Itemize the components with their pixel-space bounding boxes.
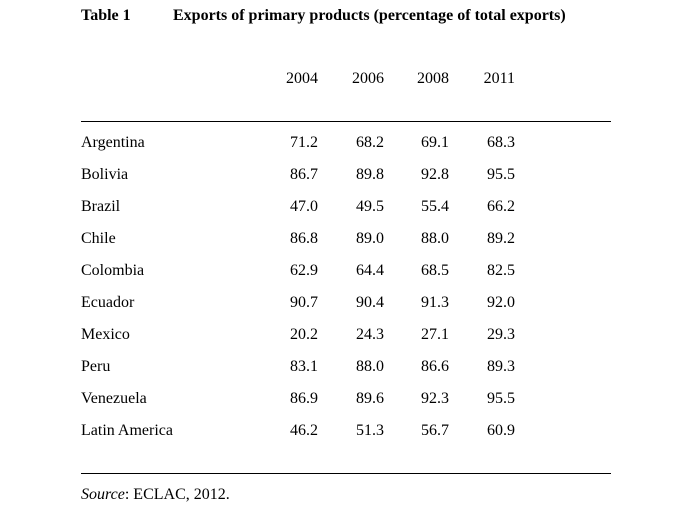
table-cell: 68.5 <box>421 262 449 279</box>
table-cell: 64.4 <box>356 262 384 279</box>
table-cell: 68.2 <box>356 134 384 151</box>
table-row: Mexico 20.2 24.3 27.1 29.3 <box>0 326 681 346</box>
row-label: Bolivia <box>81 166 129 183</box>
table-cell: 88.0 <box>421 230 449 247</box>
column-header: 2011 <box>483 70 515 87</box>
table-caption: Exports of primary products (percentage … <box>173 7 566 24</box>
table-cell: 89.0 <box>356 230 384 247</box>
table-cell: 86.9 <box>290 390 318 407</box>
table-cell: 56.7 <box>421 422 449 439</box>
table-cell: 86.6 <box>421 358 449 375</box>
table-cell: 88.0 <box>356 358 384 375</box>
table-cell: 83.1 <box>290 358 318 375</box>
table-cell: 92.3 <box>421 390 449 407</box>
table-cell: 95.5 <box>487 390 515 407</box>
table-cell: 68.3 <box>487 134 515 151</box>
table-row: Venezuela 86.9 89.6 92.3 95.5 <box>0 390 681 410</box>
table-cell: 89.8 <box>356 166 384 183</box>
column-header: 2004 <box>286 70 318 87</box>
row-label: Argentina <box>81 134 145 151</box>
table-cell: 60.9 <box>487 422 515 439</box>
table-title: Table 1 Exports of primary products (perc… <box>81 7 566 25</box>
table-cell: 71.2 <box>290 134 318 151</box>
table-cell: 90.4 <box>356 294 384 311</box>
column-header: 2006 <box>352 70 384 87</box>
table-cell: 51.3 <box>356 422 384 439</box>
table-cell: 66.2 <box>487 198 515 215</box>
top-rule <box>81 121 611 122</box>
table-cell: 27.1 <box>421 326 449 343</box>
table-cell: 69.1 <box>421 134 449 151</box>
table-row: Latin America 46.2 51.3 56.7 60.9 <box>0 422 681 442</box>
column-header: 2008 <box>417 70 449 87</box>
table-cell: 47.0 <box>290 198 318 215</box>
table-cell: 90.7 <box>290 294 318 311</box>
table-cell: 29.3 <box>487 326 515 343</box>
row-label: Ecuador <box>81 294 135 311</box>
table-cell: 86.8 <box>290 230 318 247</box>
row-label: Mexico <box>81 326 130 343</box>
table-row: Colombia 62.9 64.4 68.5 82.5 <box>0 262 681 282</box>
row-label: Peru <box>81 358 111 375</box>
table-cell: 89.3 <box>487 358 515 375</box>
source-label: Source <box>81 486 125 503</box>
table-cell: 89.2 <box>487 230 515 247</box>
column-header-row: 2004 2006 2008 2011 <box>0 70 681 90</box>
table-cell: 46.2 <box>290 422 318 439</box>
table-row: Peru 83.1 88.0 86.6 89.3 <box>0 358 681 378</box>
source-note: Source: ECLAC, 2012. <box>81 486 230 504</box>
table-cell: 95.5 <box>487 166 515 183</box>
row-label: Latin America <box>81 422 173 439</box>
table-row: Argentina 71.2 68.2 69.1 68.3 <box>0 134 681 154</box>
table-cell: 55.4 <box>421 198 449 215</box>
table-cell: 20.2 <box>290 326 318 343</box>
source-text: : ECLAC, 2012. <box>124 486 230 503</box>
table-cell: 92.8 <box>421 166 449 183</box>
table-cell: 91.3 <box>421 294 449 311</box>
table-number: Table 1 <box>81 7 131 24</box>
table-row: Ecuador 90.7 90.4 91.3 92.0 <box>0 294 681 314</box>
table-row: Bolivia 86.7 89.8 92.8 95.5 <box>0 166 681 186</box>
row-label: Colombia <box>81 262 145 279</box>
table-cell: 92.0 <box>487 294 515 311</box>
table-cell: 62.9 <box>290 262 318 279</box>
row-label: Venezuela <box>81 390 147 407</box>
table-cell: 82.5 <box>487 262 515 279</box>
row-label: Chile <box>81 230 116 247</box>
table-cell: 89.6 <box>356 390 384 407</box>
table-row: Brazil 47.0 49.5 55.4 66.2 <box>0 198 681 218</box>
table-cell: 24.3 <box>356 326 384 343</box>
table-row: Chile 86.8 89.0 88.0 89.2 <box>0 230 681 250</box>
bottom-rule <box>81 473 611 474</box>
table-cell: 49.5 <box>356 198 384 215</box>
table-cell: 86.7 <box>290 166 318 183</box>
row-label: Brazil <box>81 198 121 215</box>
